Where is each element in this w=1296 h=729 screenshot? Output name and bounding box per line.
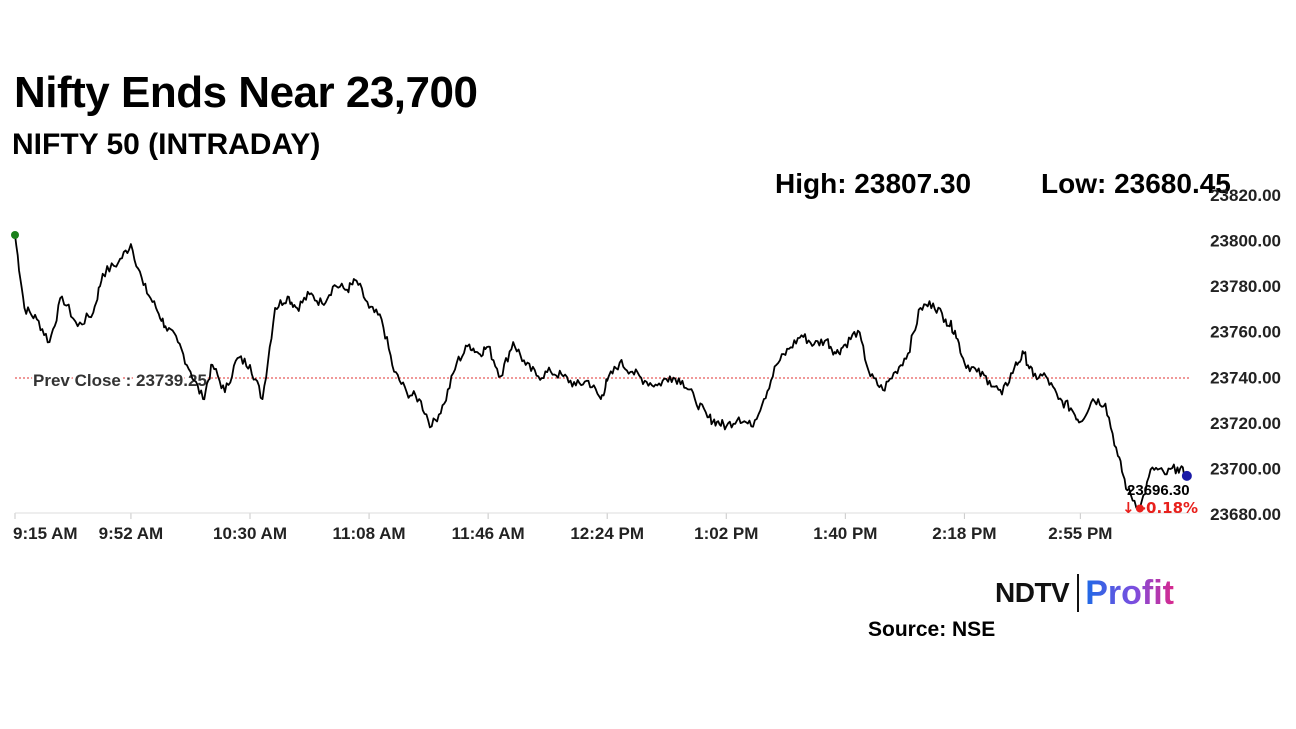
close-marker [1181, 470, 1192, 481]
open-marker [11, 231, 19, 240]
day-low-label: Low: 23680.45 [1041, 168, 1231, 199]
x-tick-label: 12:24 PM [570, 524, 644, 543]
x-tick-label: 9:52 AM [99, 524, 164, 543]
logo-profit-text: Profit [1085, 573, 1175, 612]
y-tick-label: 23740.00 [1210, 368, 1281, 387]
logo-divider [1077, 574, 1080, 612]
logo-ndtv-text: NDTV [995, 577, 1070, 608]
chart-title: Nifty Ends Near 23,700 [14, 68, 478, 117]
change-percent-label: ↓ -0.18% [1122, 499, 1198, 517]
y-tick-label: 23780.00 [1210, 277, 1281, 296]
y-tick-label: 23820.00 [1210, 186, 1281, 205]
x-tick-label: 11:08 AM [333, 524, 406, 543]
day-high-label: High: 23807.30 [775, 168, 972, 199]
y-tick-label: 23700.00 [1210, 459, 1281, 478]
x-tick-label: 11:46 AM [452, 524, 525, 543]
ndtv-profit-logo: NDTV Profit [995, 571, 1174, 615]
price-series-line [14, 234, 1188, 511]
prev-close-label: Prev Close : 23739.25 [33, 371, 207, 390]
chart-subtitle: NIFTY 50 (INTRADAY) [12, 128, 321, 161]
y-axis: 23820.00 23800.00 23780.00 23760.00 23740.00… [1210, 186, 1281, 524]
last-value-label: 23696.30 [1127, 482, 1190, 499]
series-markers [11, 231, 1192, 513]
x-tick-label: 2:55 PM [1048, 524, 1112, 543]
x-tick-label: 2:18 PM [932, 524, 996, 543]
y-tick-label: 23720.00 [1210, 414, 1281, 433]
y-tick-label: 23760.00 [1210, 323, 1281, 342]
y-tick-label: 23680.00 [1210, 505, 1281, 524]
x-axis: 9:15 AM 9:52 AM 10:30 AM 11:08 AM 11:46 AM 12… [13, 513, 1112, 543]
x-tick-label: 10:30 AM [213, 524, 287, 543]
y-tick-label: 23800.00 [1210, 232, 1281, 251]
source-note: Source: NSE [868, 618, 996, 641]
x-tick-label: 9:15 AM [13, 524, 78, 543]
x-tick-label: 1:02 PM [694, 524, 758, 543]
x-tick-label: 1:40 PM [813, 524, 877, 543]
low-marker [1135, 504, 1144, 513]
